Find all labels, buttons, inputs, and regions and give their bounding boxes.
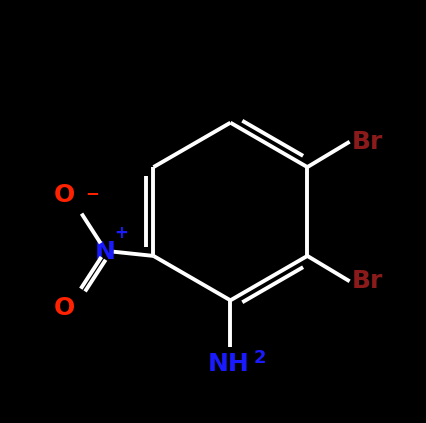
- Text: +: +: [114, 224, 128, 242]
- Text: Br: Br: [351, 269, 382, 293]
- Text: O: O: [54, 183, 75, 207]
- Text: 2: 2: [253, 349, 265, 367]
- Text: O: O: [54, 296, 75, 320]
- Text: Br: Br: [351, 130, 382, 154]
- Text: −: −: [85, 184, 98, 202]
- Text: NH: NH: [207, 352, 249, 376]
- Text: N: N: [94, 240, 115, 264]
